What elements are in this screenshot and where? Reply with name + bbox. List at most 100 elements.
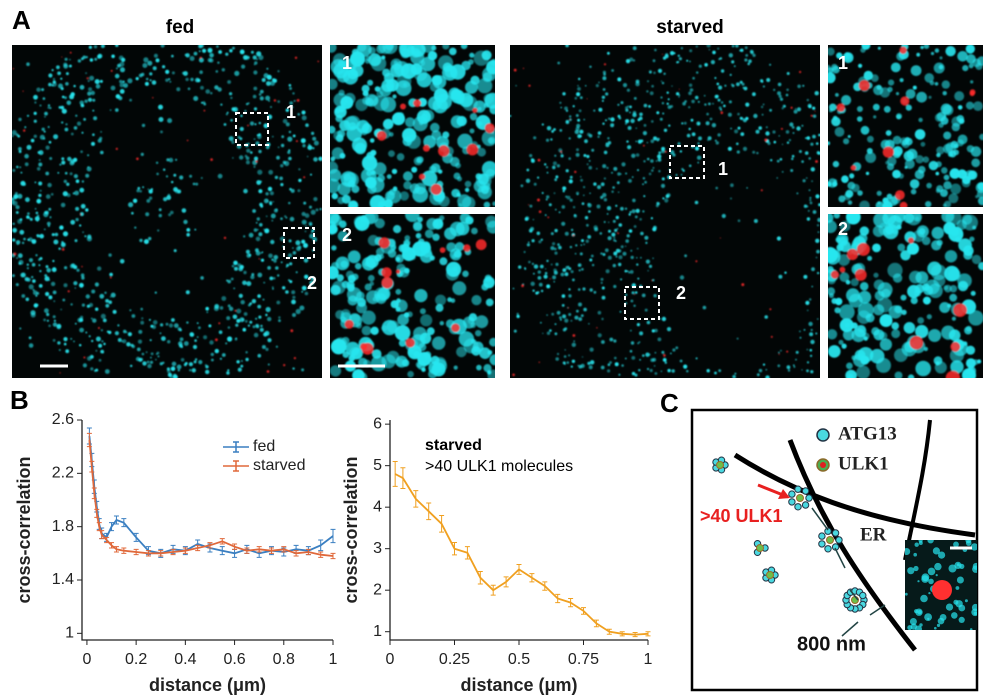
texture-dot	[958, 238, 972, 252]
texture-dot	[614, 357, 617, 360]
texture-dot	[921, 142, 926, 147]
texture-dot	[203, 335, 207, 339]
texture-dot	[139, 74, 143, 78]
texture-dot	[87, 235, 91, 239]
texture-dot	[707, 369, 710, 372]
texture-dot	[39, 264, 41, 266]
texture-dot	[165, 70, 169, 74]
texture-dot	[689, 49, 692, 52]
texture-dot	[542, 333, 543, 334]
texture-dot	[649, 354, 651, 356]
texture-dot	[717, 83, 720, 86]
texture-dot	[291, 189, 295, 193]
texture-dot	[290, 329, 293, 332]
texture-dot	[448, 88, 460, 100]
texture-dot	[896, 92, 899, 95]
texture-dot	[92, 99, 95, 102]
texture-dot	[570, 320, 572, 322]
texture-dot	[36, 234, 38, 236]
texture-dot	[921, 575, 929, 583]
texture-dot	[230, 119, 233, 122]
texture-dot	[36, 88, 40, 92]
texture-dot	[591, 149, 594, 152]
texture-dot	[711, 60, 715, 64]
texture-dot	[968, 310, 983, 325]
texture-dot	[605, 248, 609, 252]
texture-dot	[526, 179, 530, 183]
texture-dot	[225, 342, 227, 344]
texture-dot	[253, 95, 257, 99]
texture-dot	[17, 194, 22, 199]
texture-dot	[764, 315, 768, 319]
texture-dot	[911, 189, 917, 195]
texture-dot	[559, 316, 562, 319]
micrographs	[11, 39, 983, 385]
texture-dot	[767, 142, 770, 145]
texture-dot	[29, 258, 33, 262]
texture-dot	[546, 284, 550, 288]
texture-dot	[567, 361, 570, 364]
inset-label: 1	[838, 53, 848, 73]
texture-dot	[513, 288, 515, 290]
texture-dot	[87, 356, 92, 361]
texture-dot	[296, 309, 301, 314]
texture-dot	[668, 125, 670, 127]
texture-dot	[867, 136, 874, 143]
y-tick-label: 3	[373, 540, 382, 557]
texture-dot	[268, 170, 273, 175]
texture-dot	[348, 295, 358, 305]
texture-dot	[229, 136, 234, 141]
texture-dot	[528, 242, 529, 243]
texture-dot	[45, 172, 49, 176]
texture-dot	[744, 58, 747, 61]
texture-dot	[174, 249, 177, 252]
texture-dot	[613, 239, 616, 242]
texture-dot	[734, 65, 736, 67]
texture-dot	[256, 324, 258, 326]
texture-dot	[206, 311, 208, 313]
texture-dot	[243, 189, 248, 194]
texture-dot	[621, 364, 624, 367]
texture-dot	[234, 267, 238, 271]
x-axis-label: distance (μm)	[149, 675, 266, 695]
texture-dot	[613, 237, 615, 239]
texture-dot	[181, 358, 185, 362]
texture-dot	[263, 299, 265, 301]
texture-dot	[761, 106, 763, 108]
texture-dot	[812, 135, 816, 139]
texture-dot	[118, 338, 122, 342]
texture-dot	[396, 356, 408, 368]
texture-dot	[925, 201, 931, 207]
texture-dot	[293, 135, 296, 138]
molecule	[836, 537, 842, 543]
texture-dot	[344, 93, 355, 104]
texture-dot	[873, 273, 878, 278]
y-axis-label: cross-correlation	[14, 456, 34, 603]
texture-dot	[312, 137, 316, 141]
texture-dot	[596, 168, 598, 170]
texture-dot	[488, 138, 494, 144]
texture-dot	[720, 109, 722, 111]
texture-dot	[797, 107, 801, 111]
texture-dot	[200, 57, 202, 59]
texture-dot	[178, 327, 182, 331]
texture-dot	[816, 250, 820, 254]
texture-dot	[946, 604, 953, 611]
texture-dot	[387, 189, 401, 203]
texture-dot	[756, 152, 758, 154]
texture-dot	[943, 132, 951, 140]
texture-dot	[127, 78, 132, 83]
texture-dot	[283, 161, 286, 164]
texture-dot	[75, 207, 79, 211]
texture-dot	[668, 98, 670, 100]
texture-dot	[836, 244, 843, 251]
texture-dot	[565, 44, 569, 48]
texture-dot	[308, 144, 310, 146]
texture-dot	[156, 162, 158, 164]
texture-dot	[935, 48, 939, 52]
texture-dot	[282, 286, 285, 289]
texture-dot	[67, 193, 71, 197]
texture-dot	[943, 222, 956, 235]
texture-dot	[910, 179, 920, 189]
texture-dot	[610, 117, 614, 121]
